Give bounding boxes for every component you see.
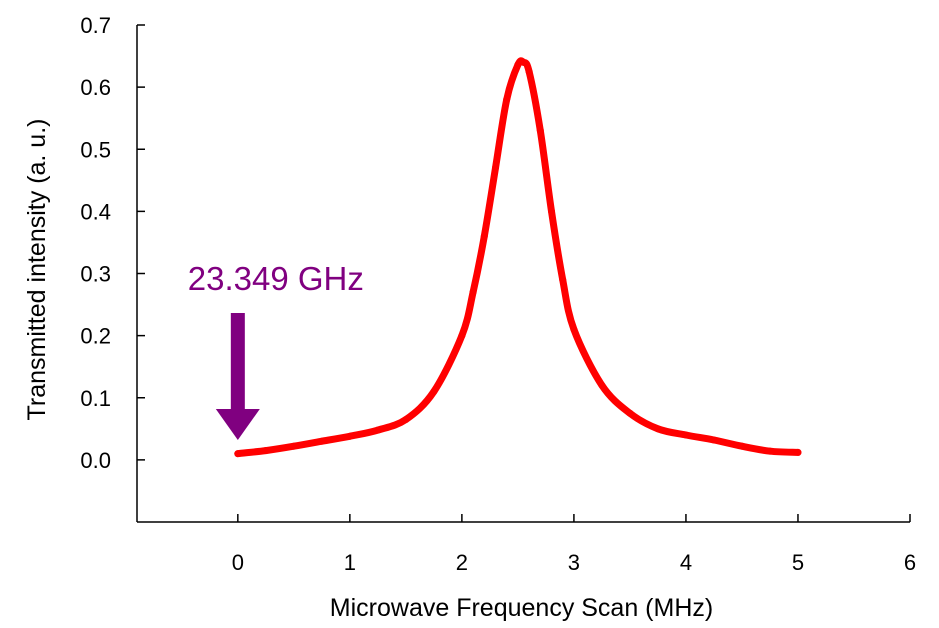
x-axis-title: Microwave Frequency Scan (MHz) bbox=[330, 594, 713, 622]
y-tick-label: 0.7 bbox=[80, 13, 111, 38]
data-point bbox=[402, 415, 410, 423]
data-point bbox=[682, 431, 690, 439]
data-point bbox=[503, 96, 511, 104]
y-tick-label: 0.1 bbox=[80, 386, 111, 411]
y-axis-ticks: 0.0 0.1 0.2 0.3 0.4 0.5 0.6 0.7 bbox=[80, 13, 145, 473]
frequency-annotation: 23.349 GHz bbox=[188, 260, 364, 440]
data-point bbox=[525, 68, 533, 76]
data-point bbox=[559, 276, 567, 284]
x-tick-label: 0 bbox=[232, 550, 244, 575]
data-point bbox=[491, 164, 499, 172]
data-point bbox=[514, 61, 522, 69]
data-point bbox=[548, 207, 556, 215]
data-point bbox=[469, 288, 477, 296]
data-point bbox=[262, 447, 270, 455]
transmission-curve bbox=[234, 57, 802, 458]
x-axis-ticks: 0 1 2 3 4 5 6 bbox=[232, 514, 916, 575]
data-point bbox=[520, 58, 527, 66]
data-point bbox=[766, 447, 774, 455]
y-tick-label: 0.3 bbox=[80, 262, 111, 287]
x-tick-label: 3 bbox=[568, 550, 580, 575]
y-tick-label: 0.4 bbox=[80, 199, 111, 224]
data-point bbox=[346, 432, 354, 440]
data-point bbox=[654, 425, 662, 433]
data-point bbox=[626, 409, 634, 417]
data-point bbox=[598, 381, 606, 389]
y-tick-label: 0.5 bbox=[80, 137, 111, 162]
data-point bbox=[536, 127, 544, 135]
data-point bbox=[290, 442, 298, 450]
x-tick-label: 5 bbox=[792, 550, 804, 575]
data-point bbox=[738, 442, 746, 450]
data-point bbox=[374, 426, 382, 434]
y-tick-label: 0.0 bbox=[80, 448, 111, 473]
data-point bbox=[234, 450, 242, 458]
x-tick-label: 4 bbox=[680, 550, 692, 575]
frequency-label: 23.349 GHz bbox=[188, 260, 364, 297]
x-tick-label: 6 bbox=[904, 550, 916, 575]
data-point bbox=[570, 325, 578, 333]
data-point bbox=[480, 232, 488, 240]
down-arrow-icon bbox=[215, 409, 260, 440]
data-point bbox=[430, 388, 438, 396]
data-point bbox=[318, 437, 326, 445]
y-axis-title: Transmitted intensity (a. u.) bbox=[23, 119, 51, 421]
arrow-shaft bbox=[230, 313, 245, 410]
data-point bbox=[794, 448, 802, 456]
data-point bbox=[458, 332, 466, 340]
curve-points bbox=[234, 58, 802, 458]
x-tick-label: 2 bbox=[456, 550, 468, 575]
data-point bbox=[710, 436, 718, 444]
y-tick-label: 0.2 bbox=[80, 324, 111, 349]
y-tick-label: 0.6 bbox=[80, 75, 111, 100]
x-tick-label: 1 bbox=[344, 550, 356, 575]
